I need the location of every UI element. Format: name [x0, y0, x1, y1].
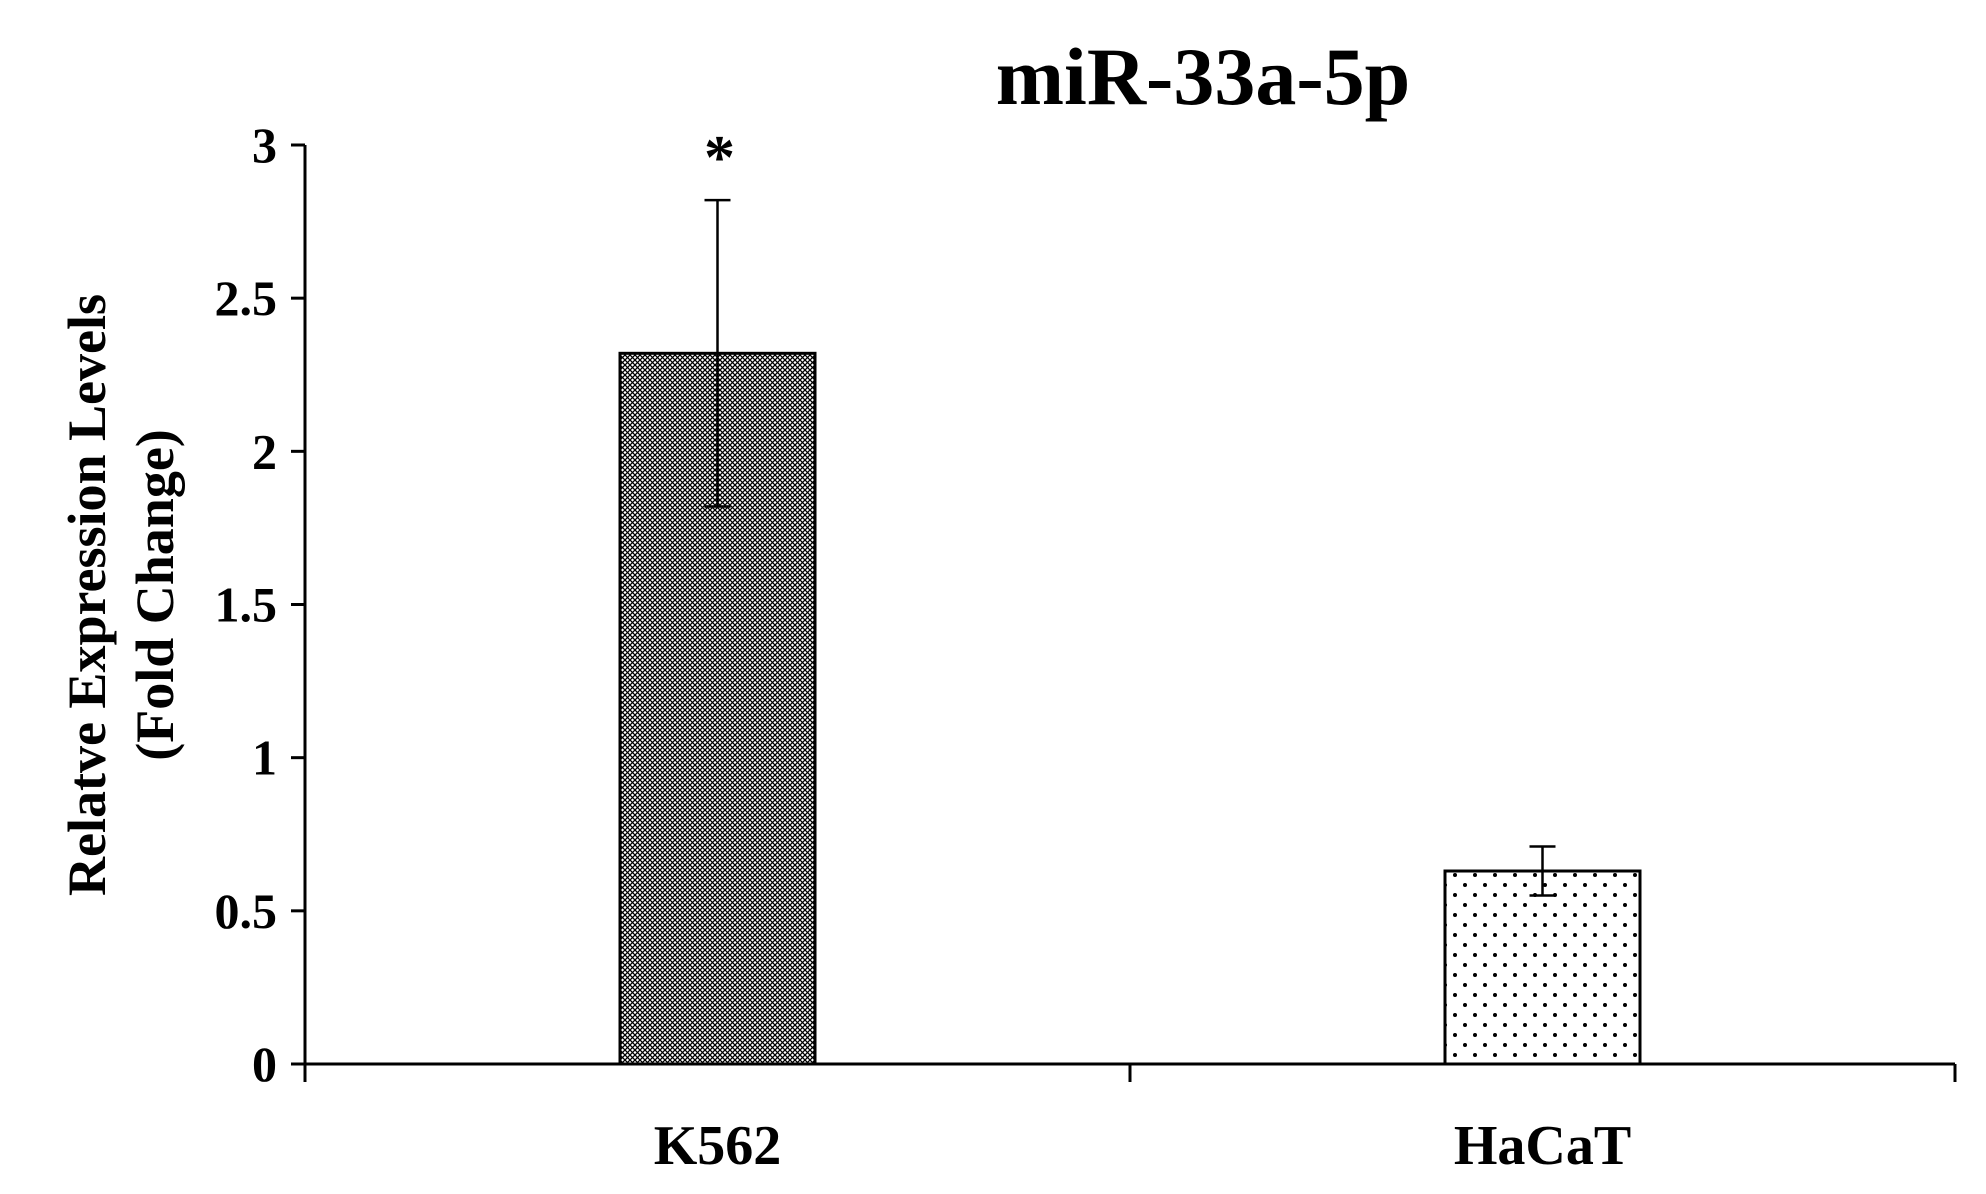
- x-category-label: K562: [654, 1115, 782, 1177]
- y-tick-label: 2.5: [215, 270, 278, 326]
- y-axis-label-line-2: (Fold Change): [125, 429, 185, 761]
- y-tick-label: 2: [252, 423, 277, 479]
- chart-title: miR-33a-5p: [996, 31, 1411, 122]
- plot-area: 0 0.5 1 1.5 2 2.5 3 * K562 HaCaT: [215, 117, 1957, 1177]
- y-tick-label: 3: [252, 117, 277, 173]
- y-tick-label: 0: [252, 1036, 277, 1092]
- y-tick-label: 1.5: [215, 577, 278, 633]
- x-category-label: HaCaT: [1454, 1115, 1631, 1177]
- bar-hacat: [1443, 869, 1642, 1066]
- y-tick-label: 0.5: [215, 883, 278, 939]
- y-axis-label-line-1: Relatve Expression Levels: [57, 294, 117, 896]
- significance-asterisk: *: [704, 124, 735, 192]
- y-tick-label: 1: [252, 730, 277, 786]
